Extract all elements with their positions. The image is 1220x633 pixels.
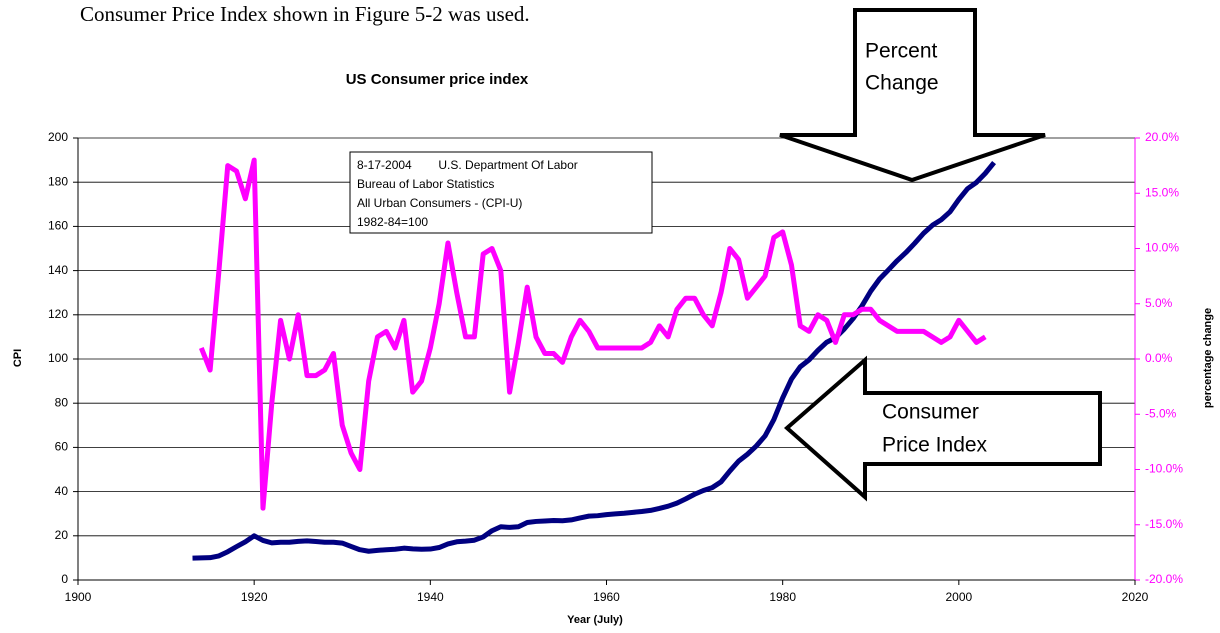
x-tick-label: 1980: [769, 590, 796, 604]
series-line: [198, 157, 987, 511]
x-tick-label: 2020: [1122, 590, 1149, 604]
y2-axis-label: percentage change: [1202, 308, 1214, 408]
y-tick-label: 60: [55, 440, 69, 454]
y-tick-label: 180: [48, 174, 68, 188]
y2-tick-label: 20.0%: [1145, 130, 1179, 144]
annotation-text: Consumer: [882, 401, 979, 424]
y-tick-label: 20: [55, 528, 69, 542]
note: Consumer Price Index shown in Figure 5-2…: [80, 2, 530, 26]
y-axis-label: CPI: [12, 349, 24, 367]
y2-tick-label: -5.0%: [1145, 406, 1177, 420]
y-tick-label: 40: [55, 484, 69, 498]
chart-title: US Consumer price index: [346, 71, 529, 88]
x-tick-label: 1900: [65, 590, 92, 604]
source-text: Bureau of Labor Statistics: [357, 177, 494, 191]
x-tick-label: 1920: [241, 590, 268, 604]
y2-tick-label: -10.0%: [1145, 462, 1183, 476]
arrow-left: [783, 355, 1102, 502]
annotation-text: Percent: [865, 40, 938, 63]
annotation-text: Change: [865, 72, 939, 95]
y-tick-label: 120: [48, 307, 68, 321]
y2-tick-label: 15.0%: [1145, 185, 1179, 199]
x-axis-label: Year (July): [567, 614, 623, 626]
y2-tick-label: 0.0%: [1145, 351, 1173, 365]
y2-tick-label: -15.0%: [1145, 517, 1183, 531]
source-text: 1982-84=100: [357, 215, 428, 229]
y2-tick-label: 10.0%: [1145, 241, 1179, 255]
y-tick-label: 80: [55, 395, 69, 409]
source-text: 8-17-2004 U.S. Department Of Labor: [357, 158, 578, 172]
y-tick-label: 160: [48, 219, 68, 233]
x-tick-label: 1960: [593, 590, 620, 604]
y-tick-label: 0: [61, 572, 68, 586]
arrow-down: [779, 8, 1046, 183]
x-tick-label: 2000: [945, 590, 972, 604]
y-tick-label: 140: [48, 263, 68, 277]
y-tick-label: 100: [48, 351, 68, 365]
source-text: All Urban Consumers - (CPI-U): [357, 196, 522, 210]
x-tick-label: 1940: [417, 590, 444, 604]
y-tick-label: 200: [48, 130, 68, 144]
annotation-text: Price Index: [882, 434, 988, 457]
y2-tick-label: -20.0%: [1145, 572, 1183, 586]
y2-tick-label: 5.0%: [1145, 296, 1173, 310]
source-box: [349, 151, 653, 234]
